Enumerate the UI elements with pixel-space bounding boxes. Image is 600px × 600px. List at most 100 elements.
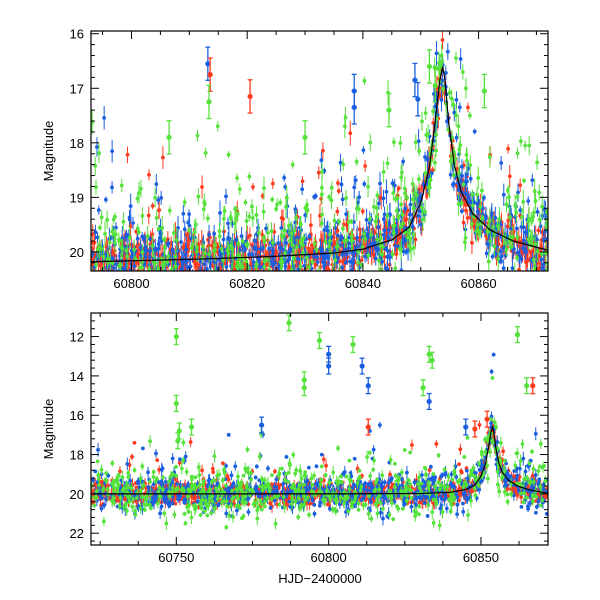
data-point (167, 273, 171, 277)
data-point (319, 197, 324, 201)
data-point (107, 240, 112, 245)
data-point (344, 252, 349, 256)
data-point (99, 246, 104, 251)
data-point (396, 214, 401, 218)
data-point (175, 281, 179, 285)
data-point (492, 244, 497, 249)
data-point (114, 262, 119, 267)
data-point (156, 226, 161, 231)
data-point (254, 262, 259, 266)
data-point (323, 274, 327, 278)
data-point (203, 284, 207, 288)
data-point (219, 246, 224, 251)
data-point (518, 208, 523, 213)
data-point (224, 194, 228, 199)
data-point (373, 219, 378, 224)
data-point (110, 260, 115, 265)
data-point (513, 203, 518, 208)
data-point (110, 229, 115, 234)
data-point (195, 272, 199, 276)
data-point (209, 274, 213, 278)
data-point (398, 141, 403, 145)
data-point (98, 280, 102, 284)
data-point (440, 38, 445, 42)
data-point (95, 235, 100, 240)
data-point (119, 245, 124, 250)
data-point (454, 56, 458, 61)
data-point (425, 157, 430, 162)
data-point (423, 111, 428, 115)
data-point (163, 297, 167, 301)
data-point (192, 230, 197, 235)
data-point (247, 233, 252, 238)
data-point (443, 70, 448, 75)
data-point (440, 78, 445, 83)
data-point (100, 279, 104, 283)
data-point (351, 104, 357, 110)
data-point (433, 160, 437, 165)
data-point (329, 235, 334, 240)
data-point (121, 219, 126, 224)
data-point (363, 236, 368, 241)
data-point (304, 255, 309, 260)
data-point (187, 212, 191, 217)
data-point (274, 277, 278, 281)
data-point (417, 149, 422, 153)
data-point (301, 273, 305, 277)
data-point (295, 245, 299, 250)
data-point (240, 265, 245, 270)
data-point (135, 236, 140, 241)
data-point (385, 214, 390, 218)
data-point (182, 272, 186, 276)
data-point (505, 224, 510, 229)
data-point (475, 192, 479, 197)
data-point (112, 232, 117, 237)
data-point (219, 272, 223, 276)
data-point (381, 232, 386, 237)
data-point (195, 133, 200, 138)
data-point (535, 209, 540, 214)
data-point (131, 221, 135, 225)
data-point (363, 164, 368, 168)
data-point (201, 244, 205, 249)
data-point (244, 242, 249, 247)
data-point (537, 190, 542, 195)
data-point (160, 263, 165, 267)
data-point (477, 232, 482, 237)
data-point (535, 237, 539, 242)
data-point (237, 187, 242, 192)
data-point (386, 228, 391, 232)
data-point (157, 253, 161, 258)
data-point (279, 279, 283, 283)
data-point (179, 240, 183, 244)
data-point (487, 218, 492, 223)
data-point (287, 223, 291, 228)
data-point (155, 277, 159, 281)
data-point (343, 260, 348, 265)
data-point (510, 266, 515, 270)
data-point (388, 472, 392, 477)
data-point (196, 263, 200, 268)
data-point (94, 262, 99, 267)
data-point (138, 245, 143, 250)
data-point (264, 226, 269, 231)
data-point (266, 273, 270, 277)
data-point (524, 260, 528, 264)
data-point (269, 280, 273, 284)
data-point (463, 191, 468, 196)
data-point (207, 232, 211, 237)
data-point (414, 193, 419, 198)
data-point (287, 238, 292, 243)
data-point (156, 266, 161, 271)
data-point (534, 272, 538, 276)
data-point (103, 231, 107, 236)
data-point (95, 275, 99, 279)
data-point (92, 277, 96, 281)
data-point (154, 215, 159, 220)
data-point (503, 253, 508, 258)
data-point (134, 293, 138, 297)
data-point (489, 211, 494, 216)
data-point (515, 151, 520, 156)
data-point (366, 253, 371, 258)
data-point (161, 272, 165, 276)
